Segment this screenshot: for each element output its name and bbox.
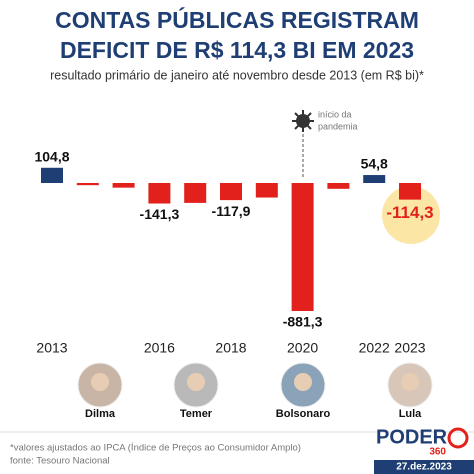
data-label: -117,9 bbox=[212, 203, 251, 219]
chart-title: CONTAS PÚBLICAS REGISTRAM bbox=[55, 6, 419, 33]
president-name: Dilma bbox=[85, 408, 116, 420]
date: 27.dez.2023 bbox=[396, 462, 452, 473]
bar bbox=[76, 183, 99, 186]
president-name: Bolsonaro bbox=[276, 408, 331, 420]
data-label: -114,3 bbox=[386, 203, 433, 222]
president-name: Temer bbox=[180, 408, 213, 420]
bar bbox=[112, 183, 135, 188]
footnote: *valores ajustados ao IPCA (Índice de Pr… bbox=[10, 443, 301, 454]
president-face bbox=[91, 373, 109, 391]
data-label: -881,3 bbox=[283, 314, 323, 330]
data-label: 104,8 bbox=[34, 148, 69, 164]
virus-icon bbox=[292, 110, 314, 132]
president-face bbox=[294, 373, 312, 391]
bar bbox=[184, 183, 207, 203]
x-tick-label: 2013 bbox=[36, 340, 67, 356]
bar bbox=[41, 167, 63, 183]
annotation: pandemia bbox=[318, 121, 358, 131]
bar bbox=[399, 183, 421, 200]
brand-icon bbox=[447, 427, 469, 449]
chart-subtitle: resultado primário de janeiro até novemb… bbox=[50, 68, 424, 82]
president-name: Lula bbox=[399, 408, 422, 420]
data-label: 54,8 bbox=[361, 156, 388, 172]
annotation: início da bbox=[318, 109, 352, 119]
x-tick-label: 2020 bbox=[287, 340, 318, 356]
bar bbox=[255, 183, 278, 198]
footnote: fonte: Tesouro Nacional bbox=[10, 456, 110, 467]
data-label: -141,3 bbox=[140, 206, 180, 222]
chart-title: DEFICIT DE R$ 114,3 BI EM 2023 bbox=[60, 37, 414, 63]
bar bbox=[327, 183, 350, 189]
brand-name: PODER bbox=[376, 426, 448, 448]
x-tick-label: 2022 bbox=[359, 340, 390, 356]
x-tick-label: 2018 bbox=[215, 340, 246, 356]
bar bbox=[148, 183, 171, 204]
bar bbox=[291, 183, 314, 311]
president-face bbox=[187, 373, 205, 391]
date-bar bbox=[374, 460, 474, 474]
x-tick-label: 2023 bbox=[394, 340, 425, 356]
bar bbox=[363, 175, 386, 183]
bar bbox=[220, 183, 242, 201]
highlight bbox=[382, 186, 440, 244]
brand-number: 360 bbox=[429, 447, 446, 458]
x-tick-label: 2016 bbox=[144, 340, 175, 356]
president-face bbox=[401, 373, 419, 391]
